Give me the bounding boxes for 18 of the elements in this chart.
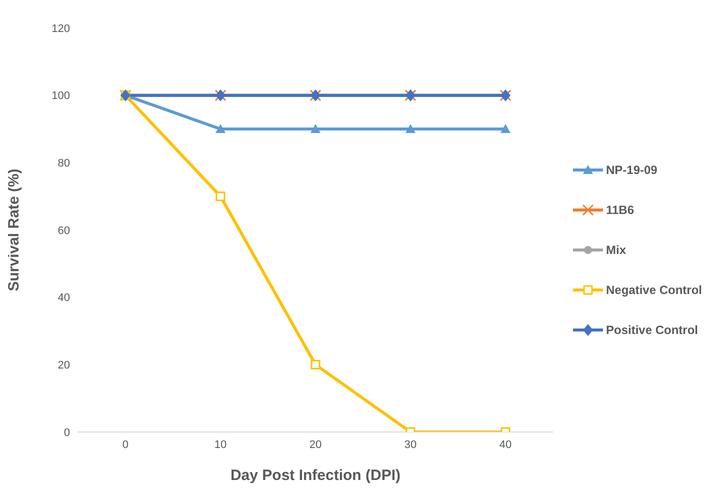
y-tick-label: 60 (58, 224, 70, 237)
legend-label: Mix (606, 242, 626, 259)
x-tick-label: 40 (499, 438, 512, 451)
legend-label: Positive Control (606, 322, 698, 339)
x-tick-label: 10 (214, 438, 227, 451)
x-tick-label: 30 (404, 438, 417, 451)
legend-label: NP-19-09 (606, 162, 658, 179)
x-tick-label: 0 (122, 438, 129, 451)
x-tick-label: 20 (309, 438, 322, 451)
y-tick-label: 0 (64, 426, 70, 439)
x-axis-title: Day Post Infection (DPI) (230, 467, 401, 484)
legend-label: Negative Control (606, 282, 702, 299)
legend-label: 11B6 (606, 202, 634, 219)
y-tick-label: 120 (52, 22, 70, 35)
y-tick-label: 40 (58, 292, 70, 304)
y-tick-label: 80 (58, 158, 70, 170)
y-tick-label: 100 (52, 90, 70, 102)
y-tick-label: 20 (58, 360, 70, 372)
